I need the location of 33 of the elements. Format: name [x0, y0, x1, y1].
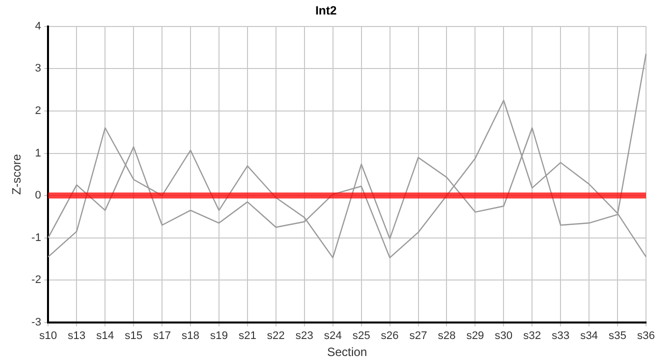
chart-title: Int2 — [315, 4, 337, 18]
y-tick-label: 3 — [35, 62, 42, 75]
x-tick-label: s27 — [409, 330, 428, 342]
y-tick-label: -3 — [31, 316, 42, 328]
x-axis-title: Section — [327, 345, 368, 360]
x-tick-label: s30 — [494, 330, 513, 342]
x-tick-label: s35 — [608, 330, 626, 342]
x-tick-label: s33 — [552, 330, 570, 342]
x-tick-label: s14 — [96, 330, 114, 342]
x-tick-label: s15 — [124, 330, 142, 342]
x-tick-label: s21 — [238, 330, 256, 342]
y-tick-label: -1 — [31, 232, 42, 244]
y-tick-label: 4 — [35, 20, 42, 32]
x-tick-label: s13 — [68, 330, 86, 342]
y-tick-label: 1 — [35, 147, 42, 160]
x-tick-label: s32 — [523, 330, 542, 342]
x-tick-label: s24 — [324, 330, 342, 342]
x-tick-label: s19 — [210, 330, 228, 342]
y-axis-title: Z-score — [10, 154, 24, 195]
x-tick-label: s28 — [438, 330, 456, 342]
x-tick-label: s29 — [466, 330, 484, 342]
x-tick-label: s36 — [637, 330, 655, 342]
y-tick-label: -2 — [31, 274, 42, 286]
x-tick-label: s17 — [153, 330, 171, 342]
y-tick-label: 0 — [35, 190, 42, 202]
x-tick-label: s34 — [580, 330, 598, 342]
x-tick-label: s10 — [39, 330, 58, 342]
x-tick-label: s22 — [267, 330, 285, 342]
x-tick-label: s26 — [380, 330, 399, 342]
x-tick-label: s23 — [296, 330, 314, 342]
x-tick-label: s25 — [352, 330, 370, 342]
x-tick-label: s18 — [182, 330, 200, 342]
y-tick-label: 2 — [35, 105, 42, 118]
